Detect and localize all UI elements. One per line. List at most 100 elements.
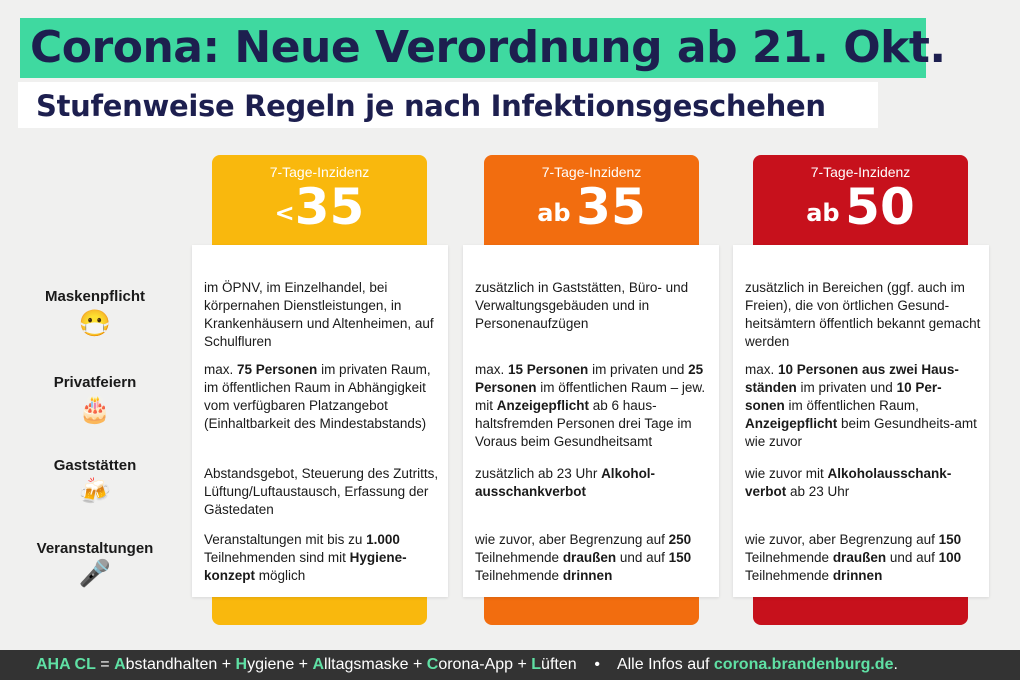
text-run: Teilnehmenden sind mit — [204, 550, 350, 565]
bold-text: 150 — [938, 532, 962, 547]
row-label-veranstaltungen: Veranstaltungen — [36, 540, 154, 557]
footer-plus: + — [408, 656, 427, 673]
footer-aha-label: AHA CL — [36, 656, 96, 673]
footer-word-rest: üften — [541, 656, 577, 673]
stage-1-header: 7-Tage-Inzidenz <35 — [212, 155, 427, 264]
stage-1-cell-masken: im ÖPNV, im Einzelhandel, bei körpernahe… — [204, 279, 440, 351]
bold-text: 1.000 — [366, 532, 400, 547]
text-run: Teilnehmende — [475, 568, 563, 583]
stage-3-cell-masken: zusätzlich in Bereichen (ggf. auch im Fr… — [745, 279, 981, 351]
stage-3-cell-privatfeiern: max. 10 Personen aus zwei Haus-ständen i… — [745, 361, 981, 451]
text-run: im privaten und — [796, 380, 897, 395]
text-run: wie zuvor mit — [745, 466, 828, 481]
stage-1-card: im ÖPNV, im Einzelhandel, bei körpernahe… — [192, 245, 448, 597]
stage-2-prefix: ab — [537, 199, 571, 227]
stage-3-label: 7-Tage-Inzidenz — [810, 164, 911, 180]
text-run: beim Gesundheits-amt wie zuvor — [745, 416, 977, 449]
footer-rule-words: Abstandhalten + Hygiene + Alltagsmaske +… — [114, 656, 577, 673]
footer-bullet: • — [594, 656, 601, 673]
text-run: Teilnehmende — [475, 550, 563, 565]
row-label-privatfeiern: Privatfeiern — [53, 374, 137, 391]
bold-text: Anzeigepflicht — [745, 416, 838, 431]
text-run: wie zuvor, aber Begrenzung auf — [745, 532, 939, 547]
stage-3-header: 7-Tage-Inzidenz ab 50 — [753, 155, 968, 264]
footer-info-link[interactable]: corona.brandenburg.de — [713, 656, 894, 673]
stage-1-value: <35 — [212, 179, 427, 247]
stage-3-prefix: ab — [806, 199, 840, 227]
bold-text: 15 Personen — [508, 362, 589, 377]
footer-plus: + — [294, 656, 313, 673]
text-run: ab 6 haus-haltsfremden Personen drei Tag… — [475, 398, 692, 449]
bold-text: 75 Personen — [237, 362, 318, 377]
footer-word-initial: H — [235, 656, 248, 673]
bold-text: 100 — [938, 550, 962, 565]
text-run: Teilnehmende — [745, 550, 833, 565]
text-run: und auf — [886, 550, 939, 565]
title-band — [20, 18, 926, 78]
text-run: im privaten Raum, im öffentlichen Raum i… — [204, 362, 431, 431]
footer-word-rest: lltagsmaske — [324, 656, 409, 673]
stage-2-card: zusätzlich in Gaststätten, Büro- und Ver… — [463, 245, 719, 597]
text-run: Abstandsgebot, Steuerung des Zutritts, L… — [204, 466, 439, 517]
bold-text: drinnen — [832, 568, 883, 583]
face-mask-icon: 😷 — [78, 308, 112, 338]
footer-word-rest: orona-App — [438, 656, 514, 673]
stage-2-cell-gaststaetten: zusätzlich ab 23 Uhr Alkohol-ausschankve… — [475, 465, 711, 501]
stage-1-cell-veranstaltungen: Veranstaltungen mit bis zu 1.000 Teilneh… — [204, 531, 440, 585]
microphone-icon: 🎤 — [78, 558, 112, 588]
text-run: möglich — [255, 568, 306, 583]
text-run: im öffentlichen Raum – jew. mit — [475, 380, 706, 413]
bold-text: 150 — [668, 550, 692, 565]
text-run: zusätzlich ab 23 Uhr — [475, 466, 602, 481]
text-run: wie zuvor, aber Begrenzung auf — [475, 532, 669, 547]
text-run: zusätzlich in Bereichen (ggf. auch im Fr… — [745, 280, 981, 349]
footer-equals: = — [95, 656, 115, 673]
stage-3-value: ab 50 — [753, 179, 968, 247]
beer-mugs-icon: 🍻 — [78, 476, 112, 506]
text-run: Teilnehmende — [745, 568, 833, 583]
footer-word-rest: ygiene — [247, 656, 295, 673]
text-run: zusätzlich in Gaststätten, Büro- und Ver… — [475, 280, 689, 331]
stage-3-card: zusätzlich in Bereichen (ggf. auch im Fr… — [733, 245, 989, 597]
row-label-maskenpflicht: Maskenpflicht — [44, 288, 146, 305]
footer-word-rest: bstandhalten — [125, 656, 218, 673]
text-run: und auf — [616, 550, 669, 565]
stage-2-cell-masken: zusätzlich in Gaststätten, Büro- und Ver… — [475, 279, 711, 333]
bold-text: Hygiene-konzept — [204, 550, 407, 583]
footer-word-initial: C — [426, 656, 439, 673]
stage-3-number: 50 — [845, 178, 915, 236]
page-subtitle: Stufenweise Regeln je nach Infektionsges… — [36, 89, 826, 123]
text-run: Veranstaltungen mit bis zu — [204, 532, 367, 547]
bold-text: drinnen — [562, 568, 613, 583]
stage-1-number: 35 — [294, 178, 365, 236]
stage-2-value: ab 35 — [484, 179, 699, 247]
bold-text: 25 Personen — [475, 362, 704, 395]
subtitle-band — [18, 82, 878, 128]
footer-plus: + — [513, 656, 532, 673]
stage-2-cell-privatfeiern: max. 15 Personen im privaten und 25 Pers… — [475, 361, 711, 451]
text-run: ab 23 Uhr — [786, 484, 850, 499]
stage-1-label: 7-Tage-Inzidenz — [269, 164, 370, 180]
footer-info-text: Alle Infos auf — [616, 656, 714, 673]
stage-3-cell-veranstaltungen: wie zuvor, aber Begrenzung auf 150 Teiln… — [745, 531, 981, 585]
birthday-cake-icon: 🎂 — [78, 394, 112, 424]
stage-2-header: 7-Tage-Inzidenz ab 35 — [484, 155, 699, 264]
text-run: max. — [204, 362, 238, 377]
stage-1-cell-privatfeiern: max. 75 Personen im privaten Raum, im öf… — [204, 361, 440, 433]
bold-text: 10 Per-sonen — [745, 380, 942, 413]
footer-info-end: . — [893, 656, 898, 673]
text-run: im öffentlichen Raum, — [784, 398, 919, 413]
text-run: max. — [745, 362, 779, 377]
stage-1-cell-gaststaetten: Abstandsgebot, Steuerung des Zutritts, L… — [204, 465, 440, 519]
bold-text: 10 Personen aus zwei Haus-ständen — [745, 362, 959, 395]
bold-text: Alkoholausschank-verbot — [745, 466, 952, 499]
page-title: Corona: Neue Verordnung ab 21. Okt. — [30, 22, 946, 73]
footer-word-initial: L — [531, 656, 542, 673]
bold-text: Alkohol-ausschankverbot — [475, 466, 656, 499]
footer-word-initial: A — [312, 656, 325, 673]
stage-2-label: 7-Tage-Inzidenz — [541, 164, 642, 180]
stage-3-cell-gaststaetten: wie zuvor mit Alkoholausschank-verbot ab… — [745, 465, 981, 501]
bold-text: 250 — [668, 532, 692, 547]
text-run: max. — [475, 362, 509, 377]
footer-plus: + — [217, 656, 236, 673]
